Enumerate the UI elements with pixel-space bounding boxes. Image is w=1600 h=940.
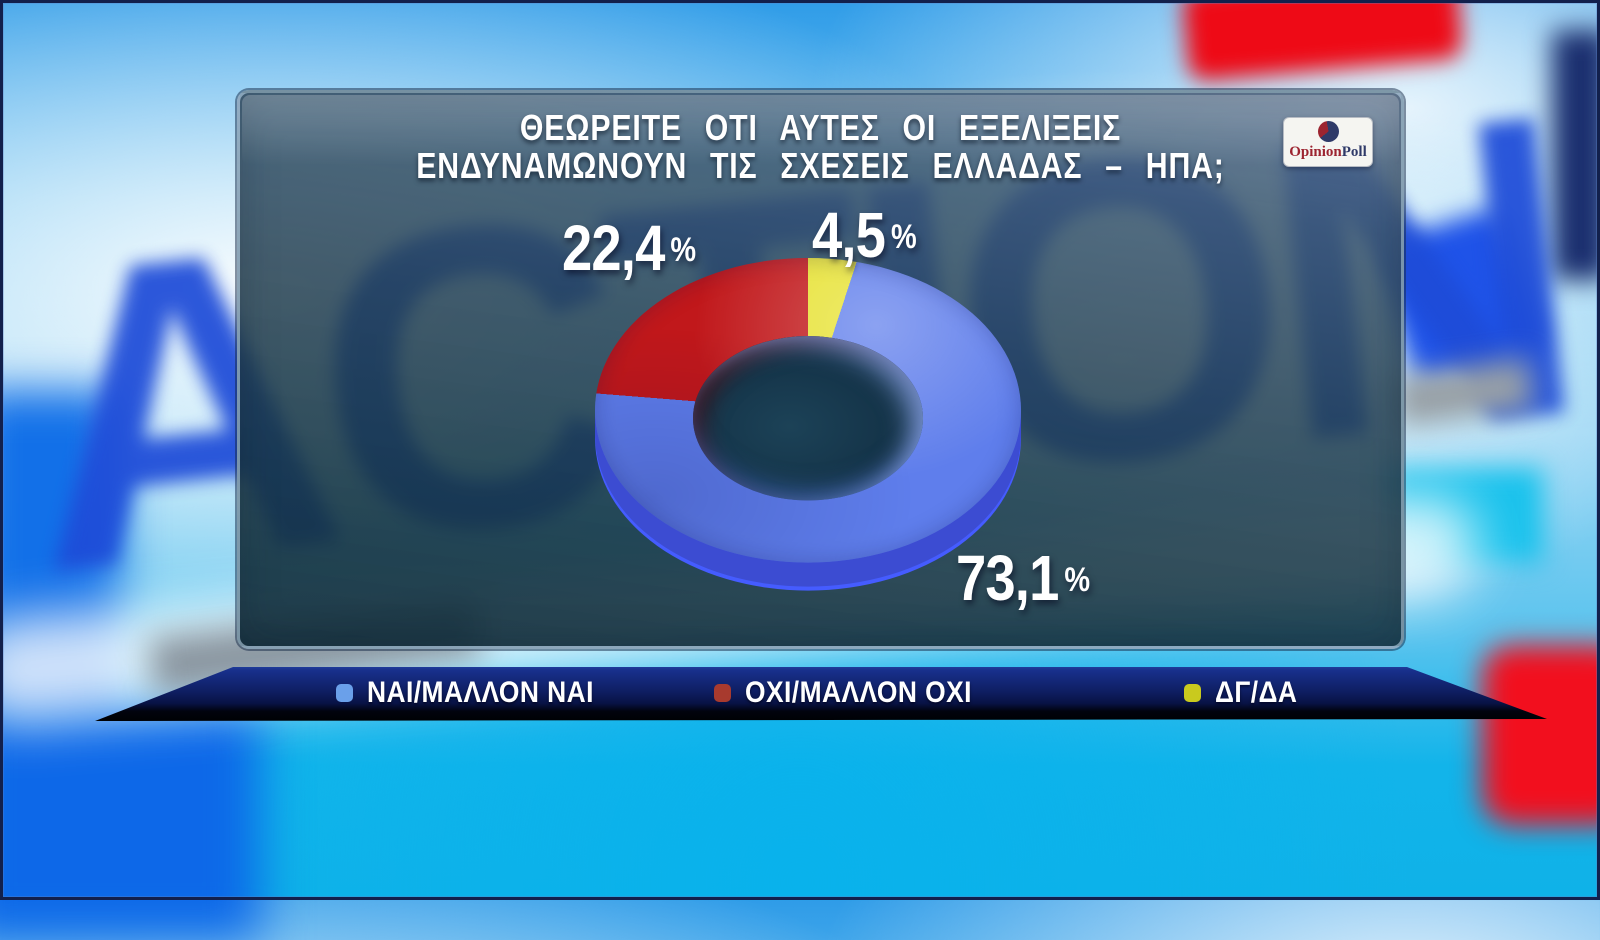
bg-blue-patch-bottom-left — [0, 700, 260, 940]
opinionpoll-logo-text-opinion: Opinion — [1289, 144, 1342, 160]
legend-chip-no — [714, 684, 731, 702]
poll-question-line1: ΘΕΩΡΕΙΤΕ ΟΤΙ ΑΥΤΕΣ ΟΙ ΕΞΕΛΙΞΕΙΣ — [519, 107, 1122, 148]
opinionpoll-logo-text-poll: Poll — [1341, 144, 1367, 160]
poll-panel: ΘΕΩΡΕΙΤΕ ΟΤΙ ΑΥΤΕΣ ΟΙ ΕΞΕΛΙΞΕΙΣ ΕΝΔΥΝΑΜΩ… — [237, 90, 1404, 649]
poll-question-line2: ΕΝΔΥΝΑΜΩΝΟΥΝ ΤΙΣ ΣΧΕΣΕΙΣ ΕΛΛΑΔΑΣ – ΗΠΑ; — [416, 145, 1225, 186]
data-label-yes-value: 73,1 — [956, 542, 1059, 614]
legend-item-no: ΟΧΙ/ΜΑΛΛΟΝ ΟΧΙ — [714, 676, 1003, 710]
data-label-yes: 73,1% — [956, 541, 1090, 615]
data-label-dontknow-value: 4,5 — [812, 199, 886, 271]
legend-item-yes: ΝΑΙ/ΜΑΛΛΟΝ ΝΑΙ — [336, 676, 625, 710]
donut-hole — [693, 336, 923, 501]
opinionpoll-logo: OpinionPoll — [1283, 117, 1373, 167]
legend-chip-dontknow — [1184, 684, 1201, 702]
data-label-no-percent-sign: % — [670, 231, 697, 269]
poll-question: ΘΕΩΡΕΙΤΕ ΟΤΙ ΑΥΤΕΣ ΟΙ ΕΞΕΛΙΞΕΙΣ ΕΝΔΥΝΑΜΩ… — [240, 109, 1401, 185]
legend-item-dontknow: ΔΓ/ΔΑ — [1184, 676, 1309, 710]
data-label-no-value: 22,4 — [562, 212, 665, 284]
data-label-dontknow-percent-sign: % — [891, 218, 917, 256]
legend-label-no: ΟΧΙ/ΜΑΛΛΟΝ ΟΧΙ — [745, 676, 972, 709]
bg-navy-band-right — [1552, 30, 1600, 280]
data-label-dontknow: 4,5% — [812, 198, 917, 272]
data-label-no: 22,4% — [562, 211, 696, 285]
opinionpoll-logo-text: OpinionPoll — [1289, 142, 1367, 162]
legend-chip-yes — [336, 684, 353, 702]
bg-red-shape-bottom-right — [1482, 645, 1600, 825]
opinionpoll-logo-circle — [1317, 121, 1339, 142]
legend-label-dontknow: ΔΓ/ΔΑ — [1215, 676, 1298, 709]
legend-label-yes: ΝΑΙ/ΜΑΛΛΟΝ ΝΑΙ — [367, 676, 594, 709]
legend-strip: ΝΑΙ/ΜΑΛΛΟΝ ΝΑΙ ΟΧΙ/ΜΑΛΛΟΝ ΟΧΙ ΔΓ/ΔΑ — [95, 667, 1547, 721]
data-label-yes-percent-sign: % — [1064, 561, 1091, 599]
